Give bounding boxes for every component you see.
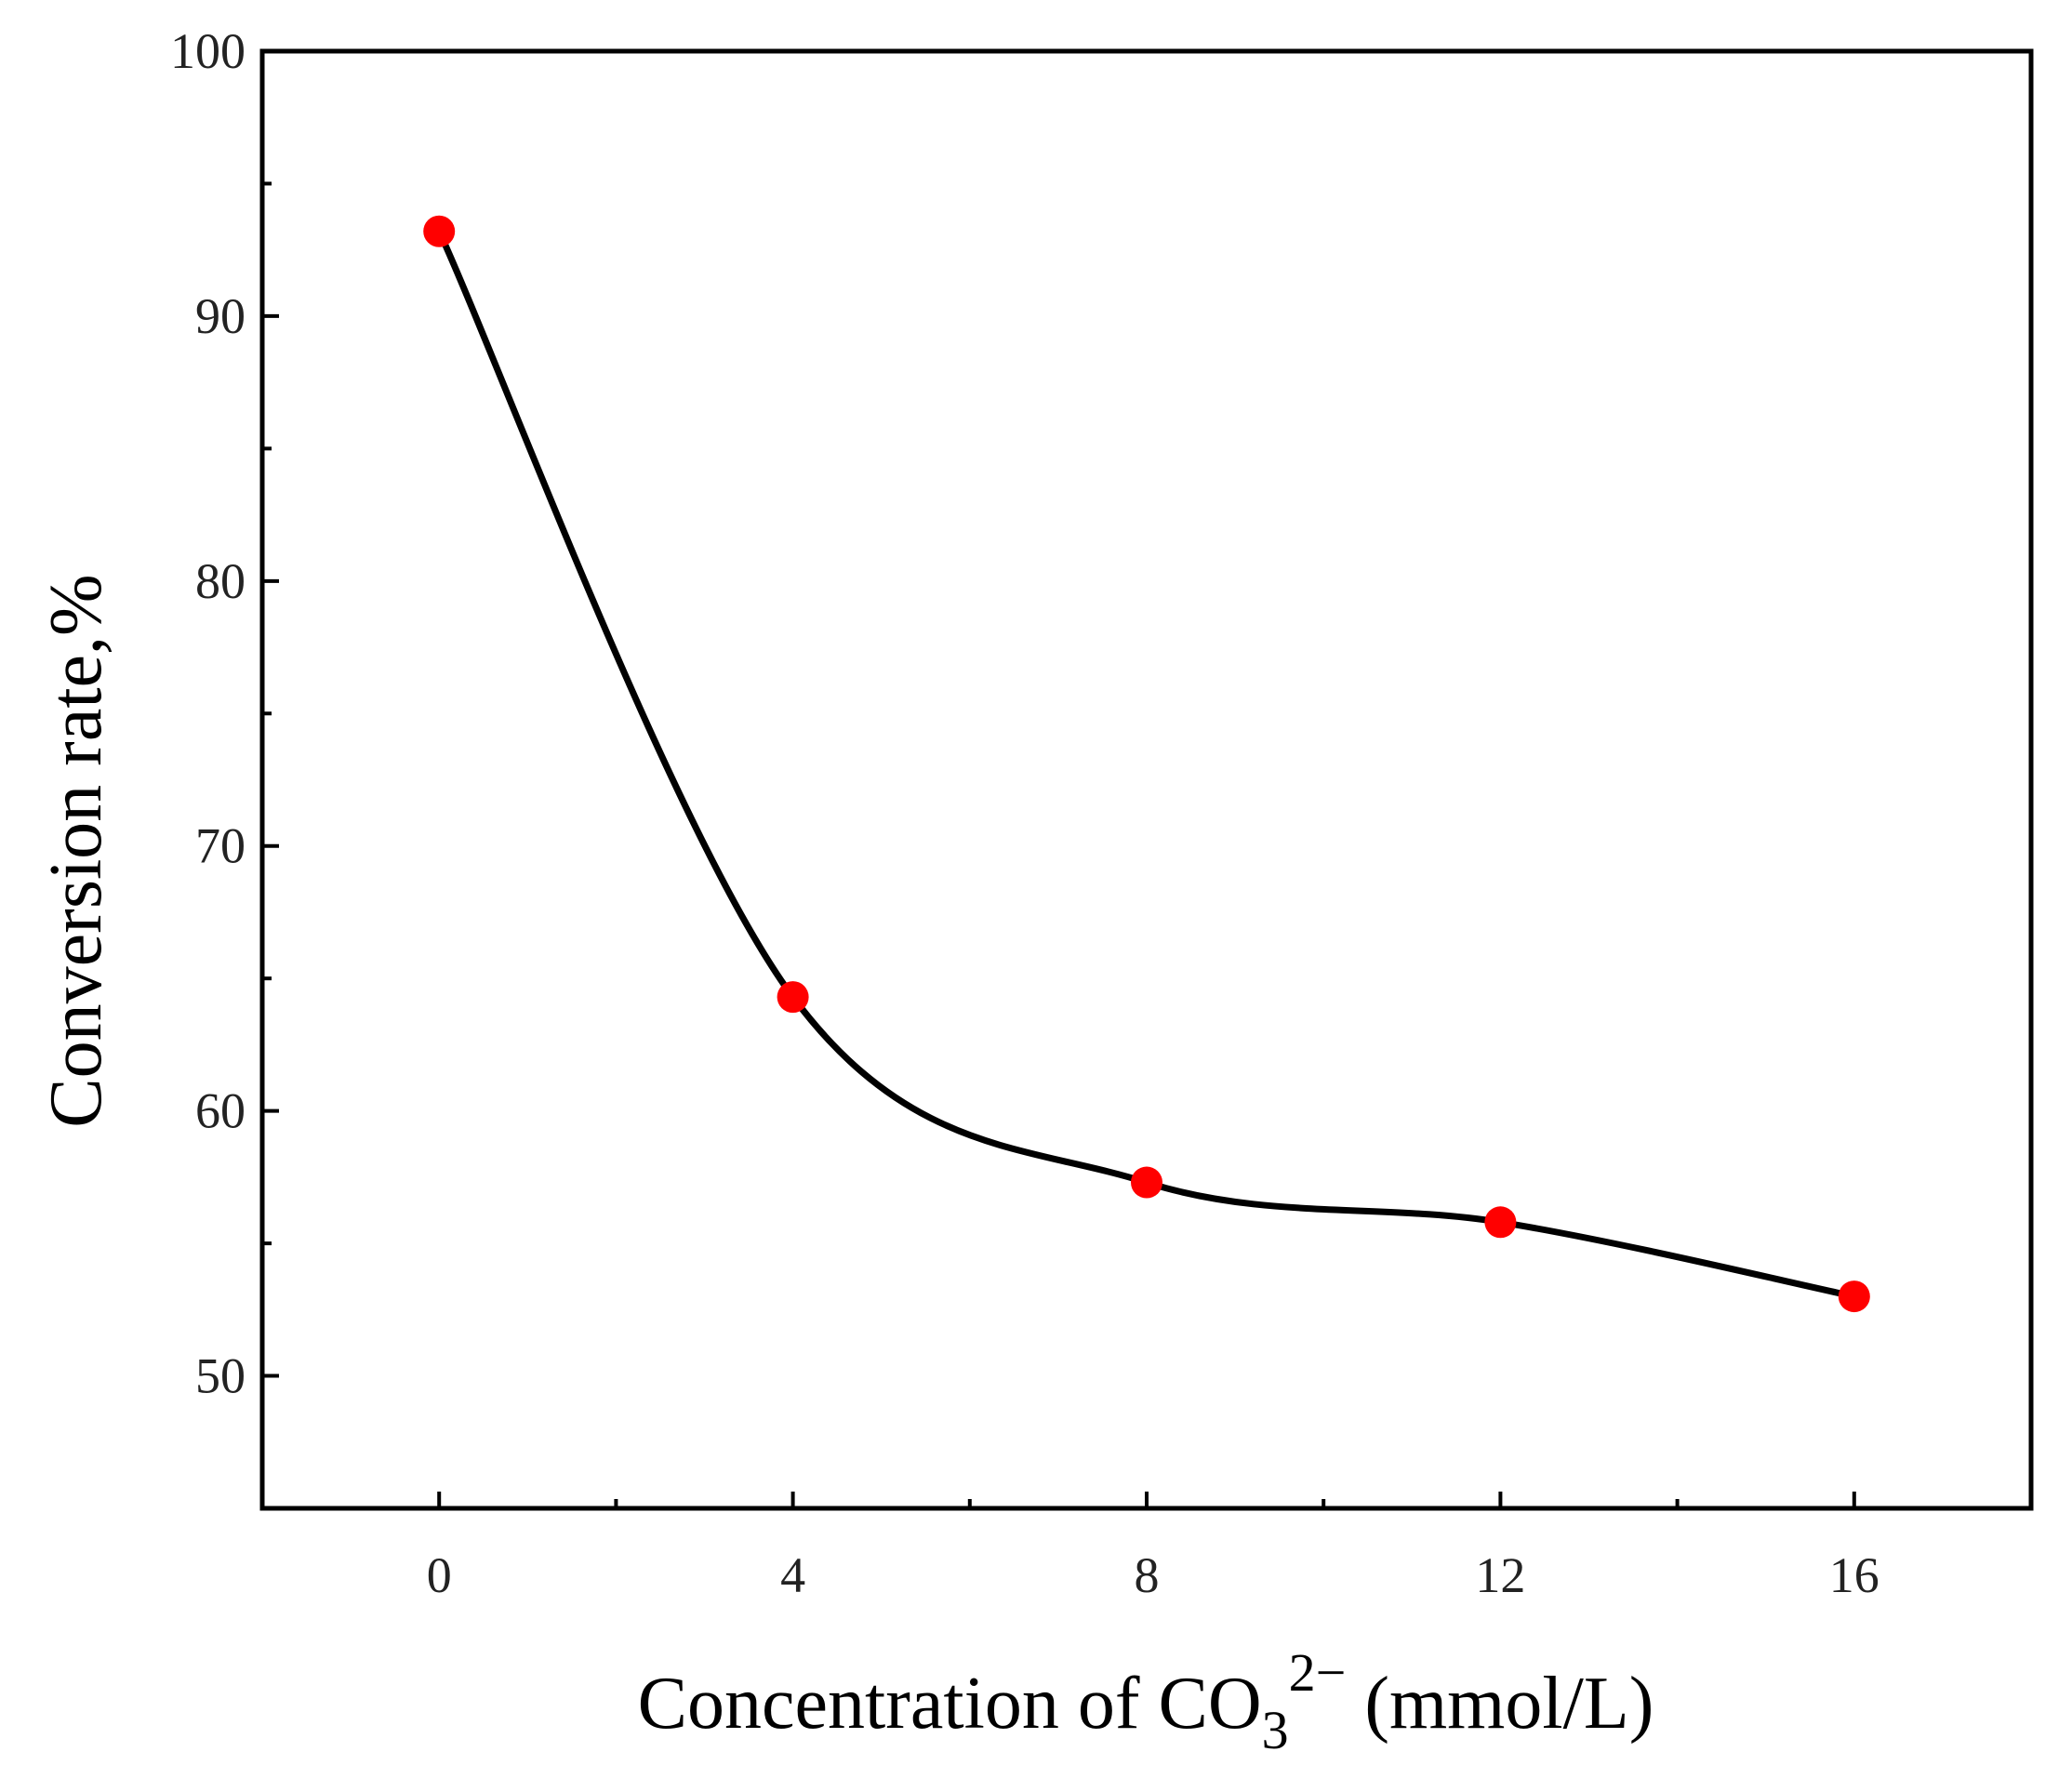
y-tick-label-80: 80	[195, 553, 246, 609]
x-tick-label-4: 4	[780, 1547, 805, 1603]
y-tick-label-60: 60	[195, 1083, 246, 1139]
x-axis-title-subscript: 3	[1262, 1700, 1289, 1760]
y-axis-title: Conversion rate,%	[35, 574, 117, 1127]
x-tick-label-8: 8	[1135, 1547, 1160, 1603]
data-point-12	[1484, 1206, 1517, 1239]
y-tick-label-70: 70	[195, 818, 246, 874]
plot-frame	[259, 48, 2034, 1511]
data-point-0	[423, 215, 456, 247]
y-tick-label-90: 90	[195, 288, 246, 344]
x-tick-label-12: 12	[1475, 1547, 1525, 1603]
y-tick-label-100: 100	[170, 23, 246, 79]
data-point-8	[1131, 1166, 1162, 1199]
data-point-4	[777, 981, 809, 1014]
data-points	[423, 215, 1870, 1313]
x-tick-label-16: 16	[1829, 1547, 1879, 1603]
x-axis-title: Concentration of CO32− (mmol/L)	[638, 1642, 1654, 1760]
x-axis-title-unit: (mmol/L)	[1346, 1663, 1654, 1745]
data-point-16	[1838, 1280, 1870, 1313]
x-axis-title-superscript: 2−	[1289, 1642, 1347, 1703]
series-curve-group	[435, 228, 1858, 1300]
tick-labels: 50 60 70 80 90 100 0 4 8 12 16	[170, 23, 1879, 1603]
x-axis-title-main: Concentration of CO	[638, 1663, 1262, 1745]
x-tick-label-0: 0	[427, 1547, 452, 1603]
series-line-0	[435, 228, 1858, 1300]
y-tick-label-50: 50	[195, 1348, 246, 1404]
axes	[259, 48, 2034, 1511]
